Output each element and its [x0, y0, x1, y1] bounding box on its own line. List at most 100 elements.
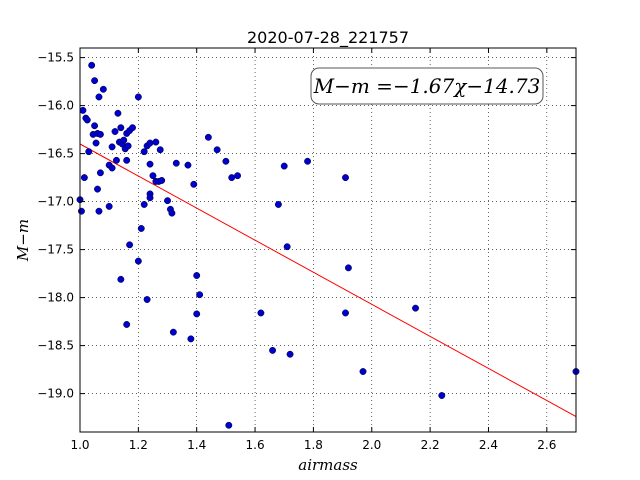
- data-point: [213, 146, 221, 154]
- data-point: [79, 106, 87, 114]
- data-point: [344, 264, 352, 272]
- data-point: [158, 177, 166, 184]
- data-point: [146, 194, 154, 202]
- data-point: [117, 124, 125, 132]
- x-tick-label: 2.2: [421, 438, 440, 452]
- data-point: [96, 130, 104, 138]
- data-point: [228, 174, 236, 182]
- fit-equation-annotation: M−m =−1.67χ−14.73: [310, 67, 544, 105]
- data-point: [412, 304, 419, 312]
- data-point: [196, 291, 204, 299]
- y-tick-label: −19.0: [37, 387, 74, 401]
- data-point: [286, 350, 294, 358]
- x-tick-label: 1.0: [70, 438, 89, 452]
- fit-equation-text: M−m =−1.67χ−14.73: [313, 74, 541, 98]
- data-point: [172, 159, 180, 167]
- data-point: [94, 185, 101, 193]
- data-point: [95, 93, 103, 101]
- data-point: [438, 392, 446, 399]
- data-point: [193, 310, 201, 318]
- y-tick-label: −18.0: [37, 291, 74, 305]
- data-point: [108, 143, 116, 151]
- annotation-box: [310, 67, 544, 105]
- axis-ticks: 1.0 1.2 1.4 1.6 1.8 2.0 2.2 2.4 2.6 −15.5 −16.0 −16…: [37, 48, 576, 452]
- data-points: [76, 61, 580, 429]
- y-tick-label: −16.5: [37, 147, 74, 161]
- data-point: [187, 335, 195, 343]
- data-point: [96, 169, 104, 177]
- chart-title: 2020-07-28_221757: [247, 28, 409, 48]
- data-point: [108, 164, 116, 172]
- data-point: [225, 421, 233, 429]
- data-point: [143, 296, 151, 303]
- x-axis-label: airmass: [298, 456, 358, 474]
- data-point: [95, 207, 103, 215]
- data-point: [164, 197, 171, 205]
- x-tick-label: 1.8: [304, 438, 323, 452]
- data-point: [304, 157, 312, 165]
- data-point: [193, 272, 201, 279]
- data-point: [146, 160, 154, 168]
- data-point: [184, 161, 192, 169]
- y-tick-label: −18.5: [37, 339, 74, 353]
- data-point: [124, 142, 132, 150]
- data-point: [91, 122, 99, 130]
- data-point: [129, 124, 136, 132]
- data-point: [274, 201, 282, 208]
- fit-line: [79, 143, 577, 417]
- data-point: [280, 162, 288, 170]
- plot-area-frame: [79, 47, 577, 433]
- y-axis-label: M−m: [14, 219, 32, 262]
- data-point: [117, 275, 125, 283]
- data-point: [123, 321, 131, 328]
- data-point: [190, 180, 198, 188]
- y-tick-label: −15.5: [37, 51, 74, 65]
- data-point: [126, 241, 134, 249]
- data-point: [146, 139, 154, 147]
- x-tick-label: 2.6: [537, 438, 556, 452]
- data-point: [137, 225, 145, 232]
- data-point: [114, 109, 122, 117]
- data-point: [113, 156, 120, 164]
- x-tick-label: 1.6: [246, 438, 265, 452]
- x-tick-label: 1.4: [187, 438, 206, 452]
- y-tick-label: −17.5: [37, 243, 74, 257]
- data-point: [152, 138, 160, 146]
- data-point: [342, 309, 349, 317]
- y-tick-label: −17.0: [37, 195, 74, 209]
- data-point: [342, 174, 349, 182]
- data-point: [156, 146, 164, 154]
- data-point: [134, 93, 142, 101]
- data-point: [134, 257, 142, 265]
- data-point: [283, 243, 291, 251]
- data-point: [140, 148, 148, 156]
- data-point: [169, 328, 177, 336]
- data-point: [168, 209, 176, 217]
- fit-line-group: [79, 143, 577, 417]
- data-point: [257, 309, 265, 317]
- data-point: [359, 368, 367, 375]
- data-point: [149, 172, 157, 180]
- data-point: [88, 61, 96, 69]
- data-point: [83, 116, 91, 124]
- data-point: [234, 172, 242, 180]
- x-tick-label: 1.2: [129, 438, 148, 452]
- data-point: [120, 136, 128, 144]
- data-point: [140, 201, 148, 208]
- data-point: [204, 133, 212, 141]
- data-point: [123, 156, 131, 164]
- data-point: [91, 77, 99, 85]
- data-point: [85, 148, 93, 156]
- x-tick-label: 2.4: [479, 438, 498, 452]
- data-point: [92, 139, 100, 147]
- data-point: [78, 207, 85, 215]
- data-point: [80, 174, 88, 182]
- data-point: [222, 157, 230, 165]
- data-point: [99, 85, 107, 93]
- data-point: [105, 202, 113, 210]
- data-point: [111, 128, 119, 135]
- x-tick-label: 2.0: [362, 438, 381, 452]
- data-point: [269, 346, 277, 354]
- grid: [79, 48, 576, 432]
